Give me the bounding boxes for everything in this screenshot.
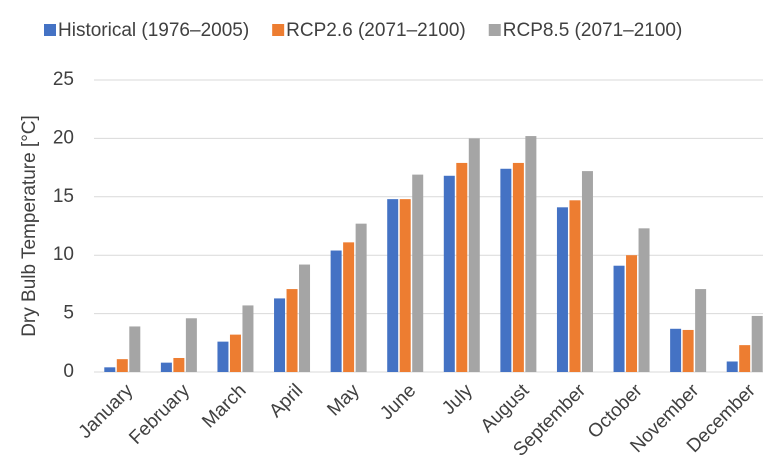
bar [670, 328, 682, 372]
y-tick-label: 20 [53, 127, 74, 148]
bar [399, 199, 411, 372]
bar [412, 174, 424, 372]
bar [581, 171, 593, 372]
bar [274, 298, 286, 372]
bar [638, 228, 650, 372]
y-tick-label: 0 [63, 361, 74, 382]
legend-swatch [272, 24, 285, 36]
y-tick-label: 10 [53, 244, 74, 265]
x-tick-label: July [438, 380, 477, 419]
bar [556, 207, 568, 372]
x-tick-label: August [477, 380, 534, 437]
bar [229, 334, 241, 372]
bar [242, 305, 254, 372]
x-tick-label: February [125, 380, 194, 449]
y-tick-label: 25 [53, 69, 74, 90]
x-tick-label: May [323, 380, 364, 421]
bar [456, 162, 468, 372]
bar [160, 362, 172, 372]
bar [286, 289, 298, 372]
bar [695, 289, 707, 372]
bar [173, 357, 185, 372]
legend-label: RCP2.6 (2071–2100) [286, 20, 466, 41]
bar [626, 255, 638, 372]
bar [468, 138, 480, 372]
bar [500, 168, 512, 372]
bar [299, 264, 311, 372]
bar [682, 329, 694, 372]
bar [569, 200, 581, 372]
bar [217, 341, 229, 372]
bar [726, 361, 738, 372]
bar [739, 345, 751, 372]
bar [330, 250, 342, 372]
bar [343, 242, 355, 372]
y-tick-label: 5 [63, 303, 74, 324]
bar [185, 318, 197, 372]
bar [129, 326, 141, 372]
bar [387, 199, 399, 372]
bar [525, 136, 537, 372]
legend-label: RCP8.5 (2071–2100) [503, 20, 683, 41]
bar [751, 315, 763, 372]
x-tick-label: April [265, 380, 307, 422]
legend-swatch [44, 24, 56, 36]
y-axis-label: Dry Bulb Temperature [°C] [19, 115, 40, 337]
legend-swatch [488, 24, 501, 36]
bar [512, 162, 524, 372]
x-tick-label: March [198, 380, 250, 432]
bar [443, 175, 455, 372]
y-tick-label: 15 [53, 186, 74, 207]
bar [355, 223, 367, 372]
bar [104, 367, 116, 372]
bar [116, 359, 128, 372]
bar [613, 265, 625, 372]
legend-label: Historical (1976–2005) [58, 20, 249, 41]
x-tick-label: June [376, 380, 420, 424]
